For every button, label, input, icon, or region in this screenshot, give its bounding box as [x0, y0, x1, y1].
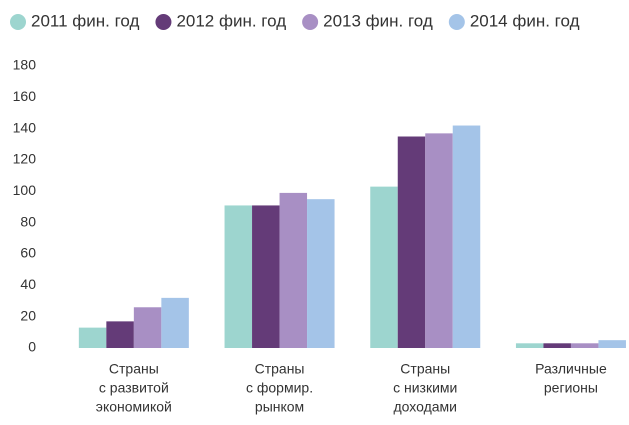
bar — [515, 343, 544, 348]
bar — [78, 327, 107, 348]
y-tick-label: 80 — [20, 213, 36, 229]
legend-marker — [302, 14, 319, 30]
bar — [133, 307, 162, 348]
x-tick-label: с формир. — [246, 380, 313, 396]
y-tick-label: 140 — [13, 119, 37, 135]
x-tick-label: Страны — [109, 361, 159, 377]
x-tick-label: Страны — [255, 361, 305, 377]
bar — [598, 340, 626, 348]
y-tick-label: 100 — [13, 182, 37, 198]
legend-marker — [10, 14, 26, 30]
bar — [452, 125, 481, 349]
legend-label: 2013 фин. год — [323, 11, 433, 30]
bar — [307, 199, 335, 348]
x-tick-label: рынком — [255, 399, 304, 415]
x-tick-label: Страны — [400, 361, 450, 377]
x-tick-label: экономикой — [96, 399, 172, 415]
legend-label: 2011 фин. год — [31, 11, 140, 30]
y-tick-label: 180 — [13, 57, 37, 73]
bar — [570, 343, 599, 348]
legend-marker — [448, 14, 465, 30]
x-tick-label: доходами — [393, 399, 457, 415]
legend-label: 2012 фин. год — [176, 11, 286, 30]
bar — [543, 343, 571, 348]
bar — [397, 136, 426, 348]
x-tick-label: с развитой — [99, 380, 169, 396]
x-tick-label: Различные — [535, 361, 607, 377]
bar — [161, 297, 189, 348]
x-tick-label: регионы — [544, 380, 598, 396]
bar — [425, 133, 453, 348]
y-tick-label: 20 — [20, 307, 36, 323]
bar — [252, 205, 280, 348]
bar — [224, 205, 253, 348]
legend-marker — [155, 14, 172, 30]
y-tick-label: 0 — [28, 339, 36, 355]
x-tick-label: с низкими — [393, 380, 457, 396]
bar — [370, 186, 398, 348]
legend-label: 2014 фин. год — [470, 11, 580, 30]
bar — [279, 192, 308, 348]
y-tick-label: 40 — [20, 276, 36, 292]
y-tick-label: 60 — [20, 245, 36, 261]
y-tick-label: 160 — [13, 88, 37, 104]
bar — [106, 321, 134, 348]
y-tick-label: 120 — [13, 151, 37, 167]
